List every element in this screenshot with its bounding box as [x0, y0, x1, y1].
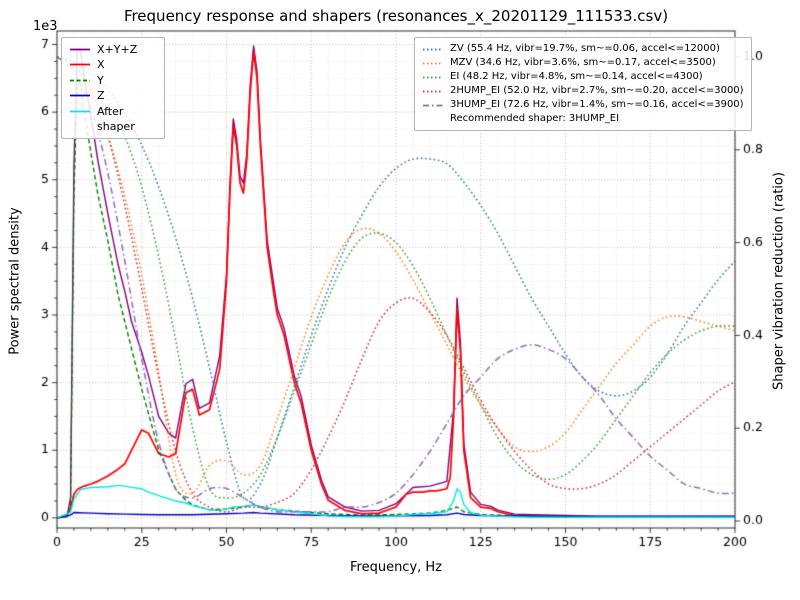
chart-title: Frequency response and shapers (resonanc…: [123, 7, 669, 25]
legend-entry: 3HUMP_EI (72.6 Hz, vibr=1.4%, sm~=0.16, …: [422, 98, 744, 112]
legend-entry: ZV (55.4 Hz, vibr=19.7%, sm~=0.06, accel…: [422, 42, 744, 56]
legend-entry-label: Recommended shaper: 3HUMP_EI: [450, 113, 620, 124]
x-axis-label: Frequency, Hz: [349, 560, 443, 575]
y-axis-label-left: Power spectral density: [7, 207, 23, 355]
legend-entry-label: MZV (34.6 Hz, vibr=3.6%, sm~=0.17, accel…: [450, 57, 716, 68]
legend-line-swatch: [423, 104, 443, 107]
legend-entry: After shaper: [69, 104, 157, 135]
legend-line-swatch: [70, 110, 90, 112]
y-axis-offset-label: 1e3: [33, 19, 58, 34]
legend-entry-label: Z: [97, 89, 105, 103]
legend-entry-label: EI (48.2 Hz, vibr=4.8%, sm~=0.14, accel<…: [450, 71, 703, 82]
legend-line-swatch: [423, 76, 443, 79]
legend-entry: Recommended shaper: 3HUMP_EI: [422, 112, 744, 126]
legend-entry: X: [69, 57, 157, 72]
legend-entry-label: 3HUMP_EI (72.6 Hz, vibr=1.4%, sm~=0.16, …: [450, 99, 744, 110]
psd-legend: X+Y+Z X Y Z After shaper: [61, 37, 165, 140]
legend-entry: Y: [69, 73, 157, 88]
legend-entry: X+Y+Z: [69, 42, 157, 57]
legend-entry-label: After shaper: [97, 104, 135, 133]
y-axis-label-right: Shaper vibration reduction (ratio): [771, 172, 787, 390]
legend-entry-label: X: [97, 58, 105, 72]
legend-entry-label: ZV (55.4 Hz, vibr=19.7%, sm~=0.06, accel…: [450, 43, 720, 54]
legend-entry: 2HUMP_EI (52.0 Hz, vibr=2.7%, sm~=0.20, …: [422, 84, 744, 98]
shaper-legend: ZV (55.4 Hz, vibr=19.7%, sm~=0.06, accel…: [414, 37, 752, 131]
legend-entry: MZV (34.6 Hz, vibr=3.6%, sm~=0.17, accel…: [422, 56, 744, 70]
legend-entry-label: X+Y+Z: [97, 43, 138, 56]
legend-line-swatch: [423, 90, 443, 93]
legend-line-swatch: [423, 62, 443, 65]
legend-line-swatch: [423, 48, 443, 51]
legend-line-swatch: [70, 94, 90, 97]
legend-swatch-spacer: [422, 114, 444, 125]
legend-entry: Z: [69, 88, 157, 103]
legend-entry: EI (48.2 Hz, vibr=4.8%, sm~=0.14, accel<…: [422, 70, 744, 84]
legend-entry-label: Y: [97, 73, 104, 87]
legend-line-swatch: [70, 48, 90, 51]
legend-line-swatch: [70, 79, 90, 82]
legend-entry-label: 2HUMP_EI (52.0 Hz, vibr=2.7%, sm~=0.20, …: [450, 85, 744, 96]
legend-line-swatch: [70, 64, 90, 66]
